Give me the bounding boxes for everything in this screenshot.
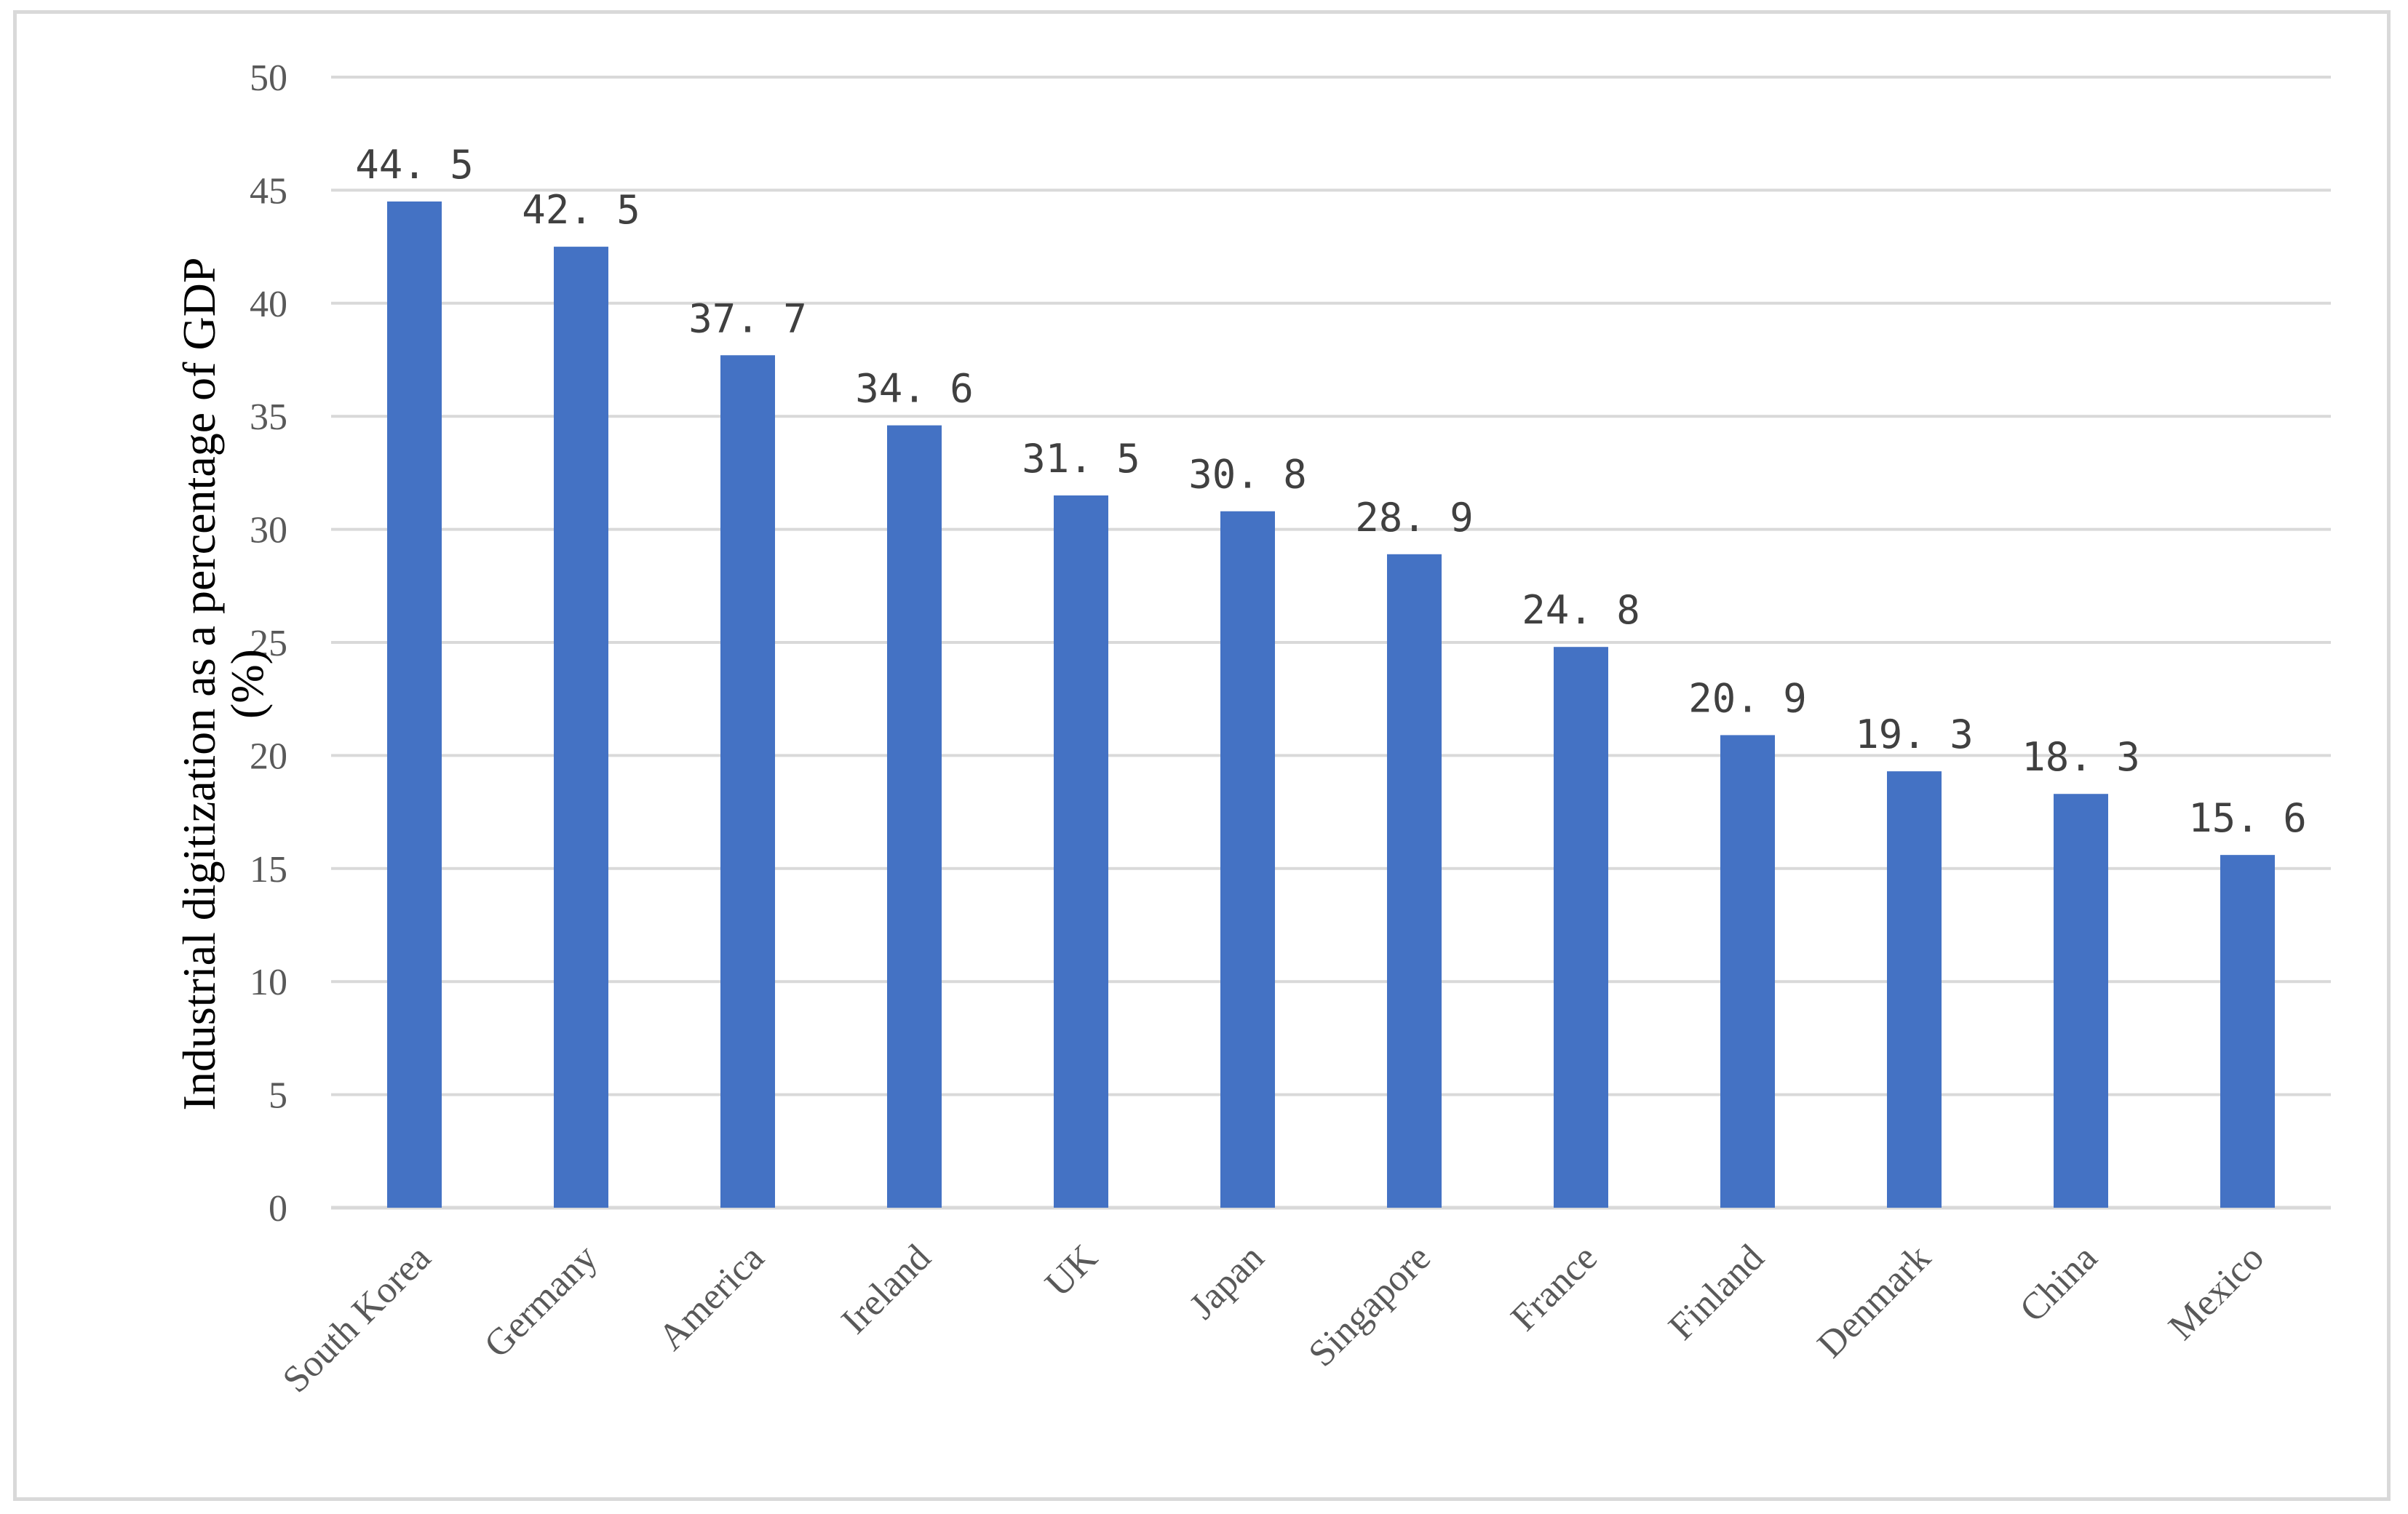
x-category-label: China [2012, 1237, 2105, 1330]
data-label: 31. 5 [1022, 436, 1140, 482]
data-label: 44. 5 [355, 142, 474, 188]
data-label: 18. 3 [2022, 734, 2140, 780]
data-label: 15. 6 [2188, 795, 2307, 841]
data-label: 20. 9 [1688, 675, 1807, 721]
data-label: 30. 8 [1188, 452, 1307, 498]
data-label: 37. 7 [688, 295, 807, 341]
y-axis-ticks: 0 5 10 15 20 25 30 35 40 45 50 [250, 57, 287, 1230]
bar [1387, 554, 1442, 1208]
bar [1554, 647, 1608, 1208]
y-axis-title-line-1: Industrial digitization as a percentage … [173, 258, 225, 1111]
x-category-label: South Korea [275, 1237, 439, 1401]
y-tick-label: 0 [269, 1188, 287, 1230]
y-tick-label: 25 [250, 623, 287, 664]
x-category-label: France [1503, 1237, 1605, 1339]
x-axis-categories: South Korea Germany America Ireland UK Japan S… [275, 1237, 2272, 1401]
x-category-label: Singapore [1301, 1237, 1439, 1374]
y-tick-label: 15 [250, 849, 287, 891]
bar [1887, 771, 1942, 1208]
data-label: 19. 3 [1855, 712, 1974, 757]
y-tick-label: 30 [250, 510, 287, 551]
y-axis-title: Industrial digitization as a percentage … [173, 258, 273, 1111]
data-label: 24. 8 [1522, 587, 1640, 633]
data-label: 42. 5 [522, 187, 640, 233]
y-tick-label: 40 [250, 284, 287, 325]
x-category-label: Ireland [834, 1237, 939, 1342]
y-tick-label: 50 [250, 57, 287, 99]
x-category-label: UK [1038, 1237, 1106, 1305]
bar [387, 201, 442, 1208]
x-category-label: Germany [477, 1237, 605, 1366]
y-tick-label: 45 [250, 170, 287, 212]
bar [2054, 794, 2108, 1208]
bar [1720, 735, 1775, 1208]
data-labels: 44. 5 42. 5 37. 7 34. 6 31. 5 30. 8 28. 9 24. 8… [355, 142, 2307, 841]
bar [1054, 495, 1108, 1208]
data-label: 28. 9 [1355, 495, 1474, 541]
x-category-label: Mexico [2161, 1237, 2272, 1348]
bars [387, 201, 2275, 1208]
x-category-label: Denmark [1810, 1237, 1939, 1366]
y-tick-label: 10 [250, 962, 287, 1003]
y-axis-title-line-2: (%) [221, 649, 273, 719]
x-category-label: America [651, 1237, 772, 1358]
gridlines [331, 76, 2331, 1210]
y-tick-label: 5 [269, 1075, 287, 1117]
bar [2220, 855, 2275, 1208]
y-tick-label: 35 [250, 397, 287, 438]
x-category-label: Japan [1182, 1237, 1272, 1327]
y-tick-label: 20 [250, 736, 287, 777]
bar [554, 247, 608, 1208]
bar [1220, 511, 1275, 1208]
data-label: 34. 6 [855, 366, 974, 412]
bar [720, 355, 775, 1208]
x-category-label: Finland [1661, 1237, 1772, 1348]
bar [887, 425, 942, 1208]
